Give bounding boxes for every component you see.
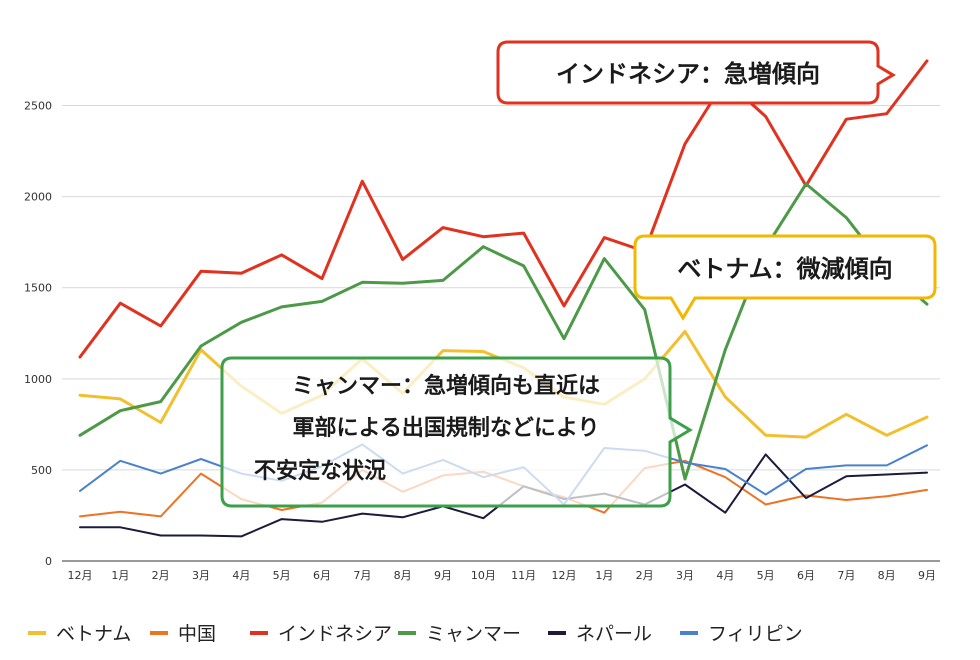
y-tick-label: 1000 <box>24 373 52 386</box>
legend-label: ベトナム <box>56 623 131 645</box>
y-tick-label: 2000 <box>24 191 52 204</box>
annotation-indonesia: インドネシア：急増傾向 <box>496 40 896 105</box>
x-tick-label: 9月 <box>918 569 936 582</box>
annotation-myanmar: ミャンマー：急増傾向も直近は 軍部による出国規制などにより 不安定な状況 <box>220 356 693 508</box>
annotation-myanmar-box <box>220 356 693 508</box>
x-tick-label: 3月 <box>192 569 210 582</box>
x-tick-label: 6月 <box>313 569 331 582</box>
x-tick-label: 7月 <box>353 569 371 582</box>
x-tick-label: 7月 <box>837 569 855 582</box>
x-tick-label: 9月 <box>434 569 452 582</box>
y-tick-label: 500 <box>31 464 52 477</box>
annotation-myanmar-line-3: 不安定な状況 <box>254 458 386 484</box>
legend: ベトナム 中国 インドネシア ミャンマー ネパール フィリピン <box>28 623 803 645</box>
annotation-vietnam-text: ベトナム：微減傾向 <box>677 255 892 283</box>
x-tick-label: 5月 <box>757 569 775 582</box>
annotation-indonesia-text: インドネシア：急増傾向 <box>556 60 820 88</box>
x-tick-label: 12月 <box>552 569 577 582</box>
annotation-vietnam-box <box>633 234 937 321</box>
series-line-2 <box>78 59 929 359</box>
annotation-vietnam: ベトナム：微減傾向 <box>633 234 937 321</box>
legend-label: ミャンマー <box>426 623 521 645</box>
legend-label: フィリピン <box>708 623 803 645</box>
x-tick-label: 1月 <box>111 569 129 582</box>
x-tick-label: 2月 <box>152 569 170 582</box>
annotation-indonesia-box <box>496 40 896 105</box>
x-tick-label: 4月 <box>716 569 734 582</box>
x-tick-label: 1月 <box>595 569 613 582</box>
x-tick-label: 3月 <box>676 569 694 582</box>
y-tick-label: 1500 <box>24 282 52 295</box>
y-tick-label: 2500 <box>24 100 52 113</box>
x-tick-label: 10月 <box>471 569 496 582</box>
legend-label: インドネシア <box>278 623 392 645</box>
x-tick-label: 12月 <box>68 569 93 582</box>
annotation-myanmar-line-2: 軍部による出国規制などにより <box>293 415 600 441</box>
x-tick-label: 6月 <box>797 569 815 582</box>
x-tick-label: 8月 <box>394 569 412 582</box>
x-axis-ticks: 12月 1月 2月 3月 4月 5月 6月 7月 8月 9月 10月 11月 12月 1月 2月 3月 4月 5月… <box>68 569 937 582</box>
x-tick-label: 5月 <box>273 569 291 582</box>
legend-label: ネパール <box>576 623 652 645</box>
annotation-myanmar-line-1: ミャンマー：急増傾向も直近は <box>292 373 600 399</box>
y-tick-label: 0 <box>45 555 52 568</box>
x-tick-label: 11月 <box>511 569 536 582</box>
x-tick-label: 2月 <box>636 569 654 582</box>
y-axis-ticks: 0 500 1000 1500 2000 2500 <box>24 100 52 568</box>
legend-label: 中国 <box>178 623 216 645</box>
series-line-3 <box>78 182 929 481</box>
x-tick-label: 8月 <box>878 569 896 582</box>
x-tick-label: 4月 <box>232 569 250 582</box>
